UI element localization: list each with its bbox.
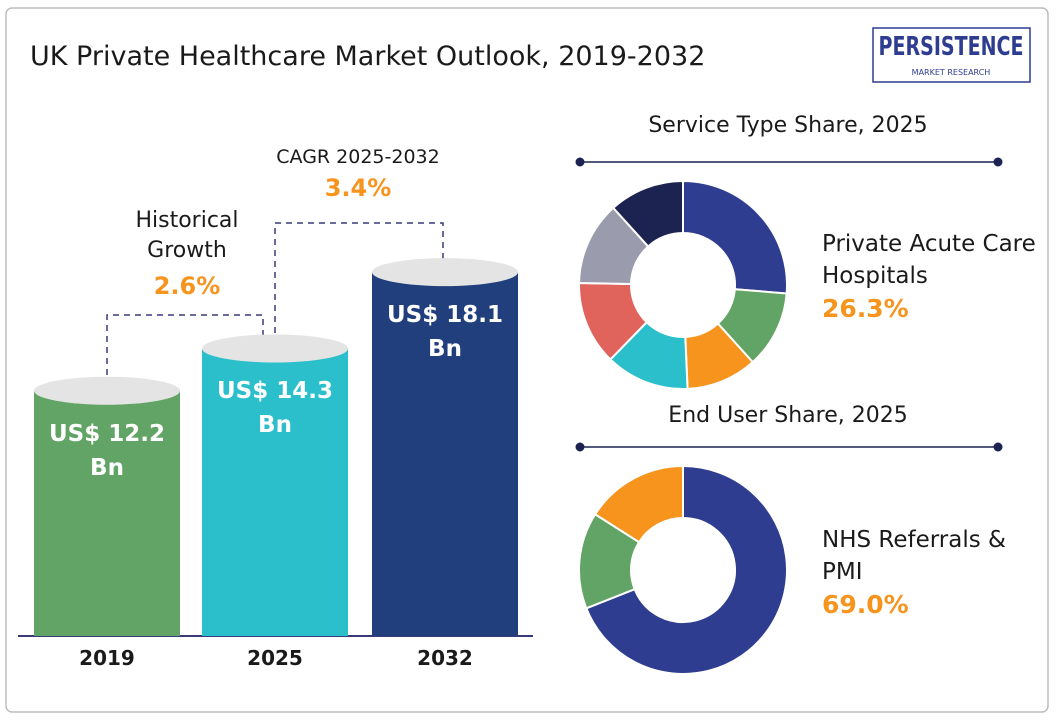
- x-tick-label: 2019: [79, 646, 135, 670]
- pie-value-label: 69.0%: [822, 590, 909, 619]
- bar: [202, 348, 348, 636]
- pie-title: Service Type Share, 2025: [648, 113, 927, 138]
- annotation-value: 2.6%: [153, 272, 221, 300]
- annotation-value: 3.4%: [324, 174, 392, 202]
- x-tick-label: 2032: [417, 646, 473, 670]
- pie-slice: [611, 179, 684, 248]
- pie-slice: [682, 179, 788, 295]
- annotation-label: CAGR 2025-2032: [276, 146, 440, 168]
- separators: [575, 157, 1003, 452]
- bar-value-label: US$ 14.3 Bn: [217, 378, 333, 439]
- annotation-label: Historical Growth: [135, 208, 239, 263]
- bar-top: [372, 258, 518, 287]
- bar-top: [202, 334, 348, 363]
- bar-value-label: US$ 12.2 Bn: [49, 420, 165, 481]
- pie-slice: [593, 464, 684, 544]
- pie-label: Private Acute Care Hospitals: [822, 231, 1036, 289]
- pie-slice: [585, 464, 788, 675]
- pie-title: End User Share, 2025: [668, 403, 907, 428]
- logo-box: [872, 27, 1031, 83]
- connectors: [106, 222, 444, 430]
- title: UK Private Healthcare Market Outlook, 20…: [30, 41, 705, 72]
- bar-top: [34, 376, 180, 405]
- bar: [34, 390, 180, 636]
- pie-value-label: 26.3%: [822, 294, 909, 323]
- bar-value-label: US$ 18.1 Bn: [387, 302, 503, 363]
- bar: [372, 272, 518, 636]
- logo-name: PERSISTENCE: [879, 32, 1024, 62]
- x-tick-label: 2025: [247, 646, 303, 670]
- logo-tagline: MARKET RESEARCH: [912, 68, 991, 77]
- pie-label: NHS Referrals & PMI: [822, 527, 1006, 585]
